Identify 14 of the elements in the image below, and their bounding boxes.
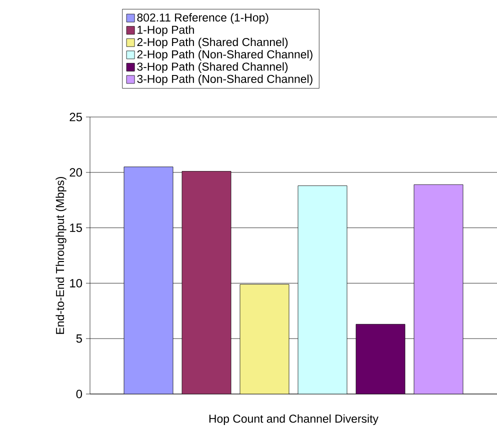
legend-label: 3-Hop Path (Non-Shared Channel) [137, 74, 312, 86]
y-tick-label: 15 [70, 224, 82, 232]
legend-label: 1-Hop Path [138, 25, 194, 36]
legend-label: 802.11 Reference (1-Hop) [137, 13, 268, 24]
y-tick-label: 5 [76, 334, 82, 343]
y-tick-label: 20 [70, 168, 82, 177]
x-axis-title: Hop Count and Channel Diversity [209, 414, 378, 426]
y-tick-label: 10 [70, 278, 82, 288]
y-axis-title: End-to-End Throughput (Mbps) [56, 176, 66, 334]
legend-label: 3-Hop Path (Shared Channel) [137, 62, 288, 73]
y-tick-label: 25 [70, 112, 82, 122]
y-tick-label: 0 [76, 390, 82, 398]
legend-label: 2-Hop Path (Shared Channel) [137, 38, 288, 48]
legend-label: 2-Hop Path (Non-Shared Channel) [137, 50, 312, 61]
